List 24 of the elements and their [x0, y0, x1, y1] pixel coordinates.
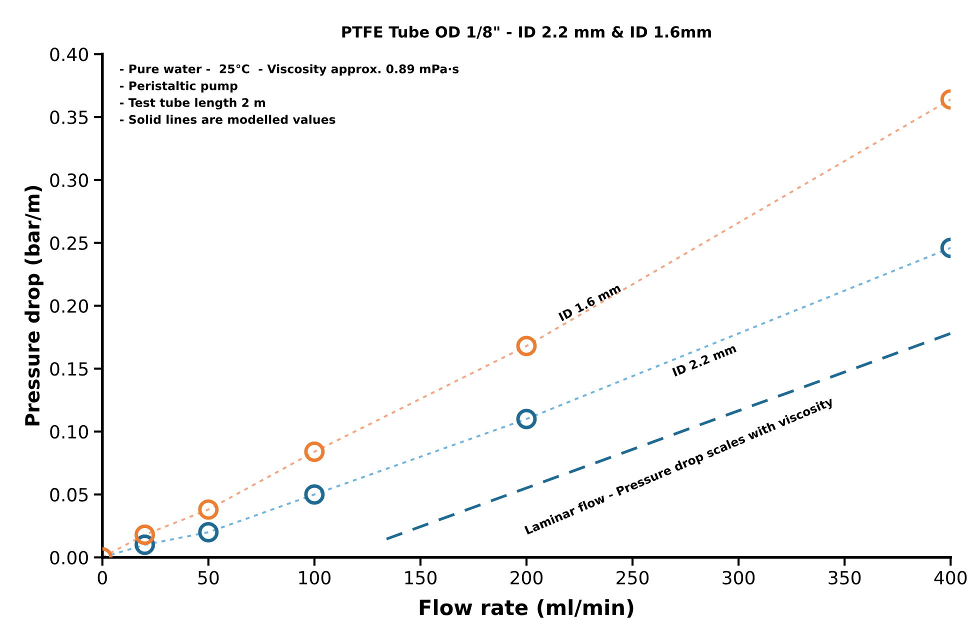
x-tick-label: 250 — [616, 570, 649, 585]
y-tick-label: 0.20 — [50, 299, 88, 313]
x-tick-label: 150 — [405, 570, 436, 585]
y-tick-label: 0.35 — [50, 110, 88, 124]
x-axis-title: Flow rate (ml/min) — [420, 599, 634, 618]
x-tick-label: 350 — [828, 570, 861, 585]
x-tick-label: 400 — [934, 570, 967, 585]
y-tick-label: 0.30 — [50, 173, 88, 188]
annotation: ID 1.6 mm — [558, 283, 622, 322]
x-tick-label: 300 — [722, 570, 755, 585]
x-tick-label: 200 — [510, 570, 543, 585]
annotation: ID 2.2 mm — [672, 344, 736, 376]
y-tick-label: 0.00 — [50, 550, 88, 564]
y-tick-label: 0.10 — [50, 425, 88, 439]
x-tick-label: 50 — [198, 570, 219, 585]
y-tick-label: 0.25 — [50, 236, 88, 250]
y-tick-label: 0.05 — [50, 488, 88, 502]
annotation: - Pure water - 25°C - Viscosity approx. 0.89 mPa·s - Peristaltic pump - Test tube length 2 m - Solid lines are modelled values — [120, 64, 459, 124]
y-tick-label: 0.15 — [50, 362, 88, 376]
y-tick-label: 0.40 — [50, 48, 88, 62]
x-tick-label: 0 — [98, 570, 107, 585]
chart-title: PTFE Tube OD 1/8" - ID 2.2 mm & ID 1.6mm — [342, 26, 711, 39]
x-tick-label: 100 — [299, 570, 330, 585]
y-axis-title: Pressure drop (bar/m) — [24, 186, 44, 426]
